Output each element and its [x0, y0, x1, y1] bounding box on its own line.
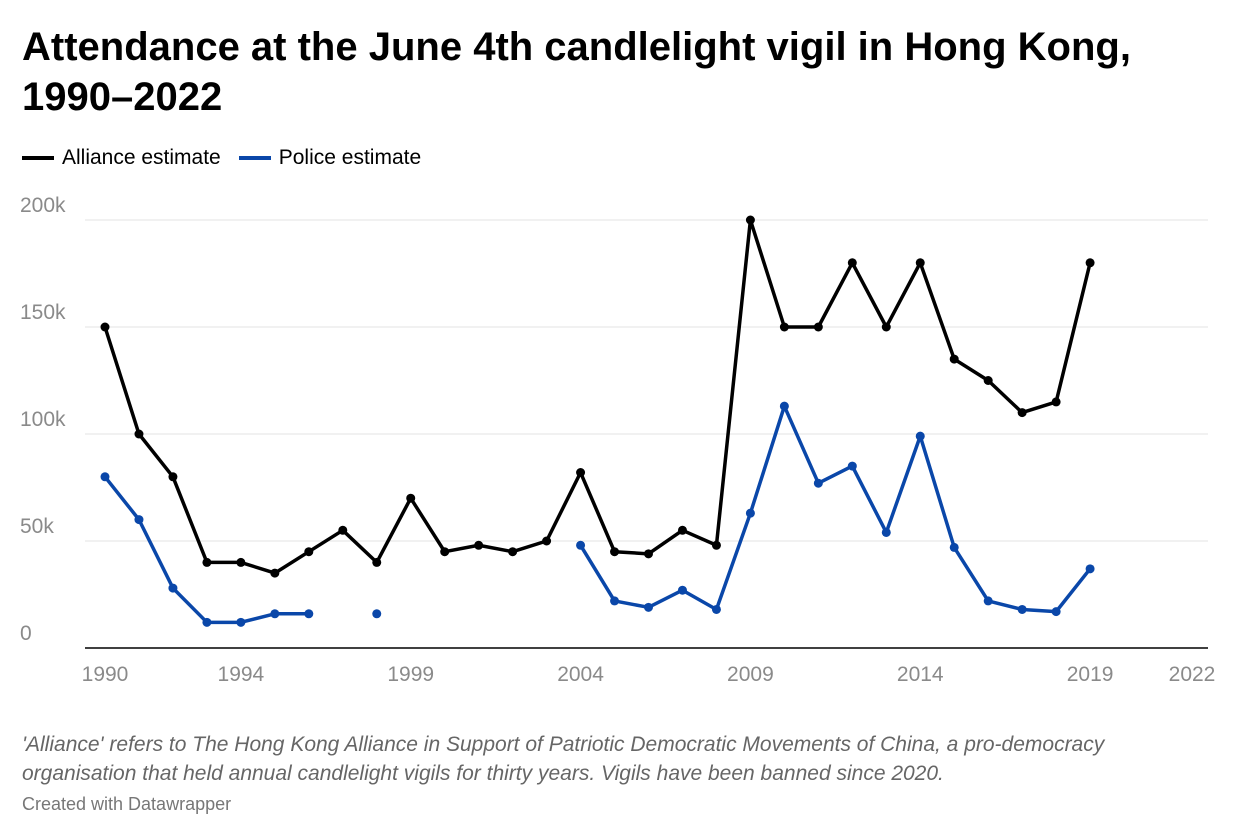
data-point-police: [202, 617, 212, 627]
legend-item-alliance: Alliance estimate: [22, 146, 221, 170]
data-point-alliance: [745, 215, 755, 225]
data-point-alliance: [779, 322, 789, 332]
data-point-police: [711, 604, 721, 614]
series-line-police: [578, 404, 1092, 614]
data-point-police: [168, 583, 178, 593]
data-point-alliance: [949, 354, 959, 364]
y-tick-label: 150k: [20, 301, 66, 324]
data-point-police: [745, 508, 755, 518]
data-point-alliance: [813, 322, 823, 332]
x-tick-label: 1999: [387, 663, 434, 686]
data-point-alliance: [440, 547, 450, 557]
data-point-police: [610, 596, 620, 606]
data-point-alliance: [1017, 408, 1027, 418]
data-point-alliance: [474, 540, 484, 550]
data-point-alliance: [270, 568, 280, 578]
data-point-police: [134, 515, 144, 525]
data-point-police: [983, 596, 993, 606]
data-point-police: [1051, 607, 1061, 617]
x-tick-label: 2009: [727, 663, 774, 686]
y-tick-label: 50k: [20, 515, 54, 538]
series-line-alliance: [103, 218, 1092, 575]
data-point-alliance: [168, 472, 178, 482]
data-point-police: [949, 542, 959, 552]
data-point-police: [100, 472, 110, 482]
data-point-police: [677, 585, 687, 595]
data-point-alliance: [915, 258, 925, 268]
legend: Alliance estimate Police estimate: [22, 146, 421, 170]
legend-label-alliance: Alliance estimate: [62, 146, 221, 169]
legend-swatch-police: [238, 156, 271, 160]
data-point-alliance: [304, 547, 314, 557]
data-point-police: [236, 617, 246, 627]
data-point-alliance: [134, 429, 144, 439]
series-line-police: [103, 475, 311, 625]
x-tick-label: 1994: [218, 663, 265, 686]
line-chart: 0 50k 100k 150k 200k 1990 1994 1999 2004 2009 2014…: [20, 194, 1216, 686]
y-tick-label: 100k: [20, 408, 66, 431]
legend-item-police: Police estimate: [238, 146, 422, 170]
legend-swatch-alliance: [22, 156, 54, 160]
data-point-police: [644, 602, 653, 612]
data-point-police: [270, 609, 280, 619]
data-point-alliance: [202, 557, 212, 567]
data-point-police: [372, 609, 382, 619]
data-point-police: [915, 431, 925, 441]
chart-title: Attendance at the June 4th candlelight v…: [22, 25, 1131, 119]
x-tick-label: 2022: [1169, 663, 1216, 686]
data-point-alliance: [100, 322, 110, 332]
data-point-police: [304, 609, 314, 619]
data-point-alliance: [406, 493, 416, 503]
x-tick-label: 2014: [897, 663, 944, 686]
data-point-alliance: [576, 468, 586, 478]
data-point-alliance: [372, 557, 382, 567]
y-tick-label: 200k: [20, 194, 66, 217]
data-point-police: [1085, 564, 1095, 574]
data-point-alliance: [847, 258, 857, 268]
data-point-police: [847, 461, 857, 471]
data-point-police: [881, 527, 891, 537]
data-point-alliance: [610, 547, 620, 557]
footnote: 'Alliance' refers to The Hong Kong Allia…: [22, 733, 1105, 785]
data-point-police: [1017, 604, 1027, 614]
credit-line: Created with Datawrapper: [22, 794, 232, 814]
data-point-alliance: [677, 525, 687, 535]
data-point-alliance: [881, 322, 891, 332]
x-tick-label: 2004: [557, 663, 604, 686]
data-point-police: [779, 401, 789, 411]
data-point-police: [576, 540, 586, 550]
data-point-alliance: [236, 557, 246, 567]
data-point-alliance: [1051, 397, 1061, 407]
data-point-alliance: [508, 547, 518, 557]
x-tick-label: 1990: [82, 663, 129, 686]
data-point-alliance: [542, 536, 552, 546]
y-tick-label: 0: [20, 622, 32, 645]
data-point-alliance: [983, 376, 993, 385]
data-point-alliance: [1085, 258, 1095, 268]
data-point-alliance: [338, 525, 348, 535]
legend-label-police: Police estimate: [278, 146, 422, 169]
data-point-alliance: [644, 549, 653, 559]
x-tick-label: 2019: [1067, 663, 1114, 686]
data-point-police: [813, 478, 823, 488]
data-point-alliance: [711, 540, 721, 550]
